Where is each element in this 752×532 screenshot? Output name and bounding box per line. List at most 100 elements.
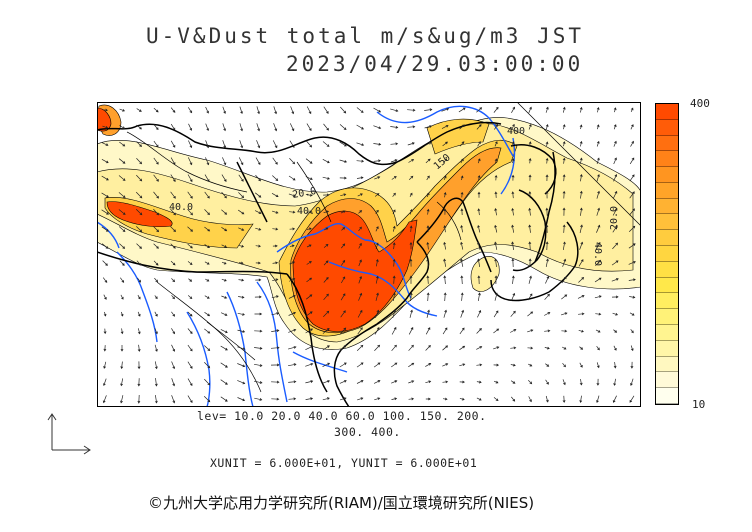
wind-arrow [390,142,399,146]
wind-arrow [237,329,246,333]
wind-arrow [356,124,365,130]
wind-arrow [460,241,464,250]
wind-arrow [119,125,126,129]
wind-arrow [630,378,634,386]
wind-arrow [340,193,347,197]
wind-arrow [204,244,210,248]
wind-arrow [119,243,126,249]
wind-arrow [188,278,193,282]
wind-arrow [374,344,381,352]
wind-arrow [256,123,261,132]
wind-arrow [408,344,414,351]
wind-arrow [511,123,515,130]
wind-arrow [562,174,566,182]
wind-arrow [562,258,567,267]
wind-arrow [390,125,399,129]
wind-arrow [390,108,399,113]
wind-arrow [187,191,193,199]
wind-arrow [254,329,263,333]
wind-arrow [562,207,566,216]
wind-arrow [120,361,124,370]
wind-arrow [220,379,228,385]
wind-arrow [239,123,244,132]
wind-arrow [596,157,600,165]
wind-arrow [102,260,108,266]
wind-arrow [426,225,430,233]
wind-arrow [374,176,381,180]
wind-arrow [170,123,176,131]
wind-arrow [579,346,584,350]
wind-arrow [511,241,515,250]
wind-arrow [135,208,143,216]
wind-arrow [630,107,634,113]
wind-arrow [118,192,126,199]
border-lines [126,102,641,393]
wind-arrow [187,157,193,166]
wind-arrow [441,124,449,129]
wind-arrow [238,244,245,248]
wind-arrow [373,125,382,130]
wind-arrow [324,227,329,231]
wind-arrow [629,191,635,199]
wind-arrow [613,107,617,113]
wind-arrow [204,378,211,386]
wind-arrow [425,142,432,146]
contour-label: 40.0 [169,202,193,213]
wind-arrow [137,277,142,283]
wind-arrow [340,106,347,114]
wind-arrow [154,328,158,335]
wind-arrow [561,276,567,284]
wind-arrow [323,193,330,197]
wind-arrow [476,380,482,384]
wind-arrow [545,224,549,233]
wind-arrow [323,243,329,248]
wind-arrow [442,380,449,384]
wind-arrow [442,363,449,367]
wind-arrow [562,241,566,250]
wind-arrow [120,294,124,300]
wind-arrow [238,209,245,215]
wind-arrow [289,227,296,231]
wind-arrow [579,362,583,368]
wind-arrow [579,241,584,250]
wind-arrow [493,363,500,367]
wind-arrow [103,311,107,317]
wind-arrow [409,258,413,267]
wind-arrow [613,174,618,182]
colorbar-segment [656,340,678,357]
wind-arrow [545,174,549,182]
wind-arrow [187,395,193,403]
wind-arrow [392,309,397,318]
wind-arrow [579,395,583,403]
wind-arrow [443,309,448,318]
wind-arrow [545,207,549,216]
wind-arrow [426,241,430,250]
wind-arrow [356,142,365,147]
wind-arrow [375,259,379,267]
wind-arrow [426,292,430,302]
wind-arrow [528,174,532,181]
wind-arrow [528,258,532,268]
wind-arrow [305,345,314,351]
wind-arrow [221,227,228,232]
wind-arrow [442,397,448,401]
wind-arrow [375,275,379,284]
wind-arrow [137,294,141,300]
contour-label: 20.0 [292,186,318,201]
wind-arrow [358,259,362,267]
wind-arrow [425,344,431,351]
colorbar-segment [656,246,678,262]
wind-arrow [237,380,246,385]
wind-arrow [137,378,141,387]
wind-arrow [528,191,532,199]
wind-arrow [391,397,398,401]
wind-arrow [103,361,107,369]
wind-arrow [306,210,313,214]
colorbar-min-label: 10 [692,398,706,411]
wind-arrow [153,226,160,233]
wind-arrow [613,378,617,386]
wind-arrow [596,107,600,113]
wind-arrow [238,174,244,182]
wind-arrow [510,310,516,317]
wind-arrow [391,344,397,352]
